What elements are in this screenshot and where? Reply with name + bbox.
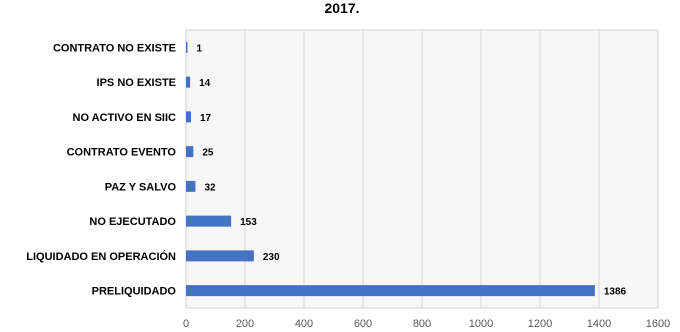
bar [186, 146, 194, 158]
value-label: 230 [263, 252, 280, 263]
x-tick-label: 1000 [469, 318, 493, 330]
x-tick-label: 400 [295, 318, 313, 330]
bar [186, 41, 188, 53]
value-label: 1 [197, 43, 203, 54]
category-label: NO EJECUTADO [89, 216, 176, 228]
value-label: 1386 [604, 287, 627, 298]
value-label: 153 [240, 217, 257, 228]
category-label: IPS NO EXISTE [97, 77, 176, 89]
x-tick-label: 1600 [646, 318, 670, 330]
chart-title: 2017. [324, 0, 359, 16]
value-label: 14 [199, 78, 211, 89]
category-label: CONTRATO EVENTO [67, 147, 177, 159]
bars [186, 41, 595, 297]
category-label: LIQUIDADO EN OPERACIÓN [26, 250, 176, 263]
x-tick-label: 600 [354, 318, 372, 330]
bar [186, 285, 595, 297]
value-label: 25 [202, 148, 214, 159]
bar [186, 76, 191, 88]
x-tick-label: 200 [236, 318, 254, 330]
category-label: CONTRATO NO EXISTE [53, 42, 176, 54]
gridlines [244, 30, 600, 308]
x-axis-ticks: 0 200 400 600 800 1000 1200 1400 1600 [183, 318, 670, 330]
category-label: PAZ Y SALVO [105, 181, 177, 193]
value-labels: 1 14 17 25 32 153 230 1386 [197, 43, 627, 297]
bar [186, 250, 254, 262]
category-label: PRELIQUIDADO [92, 286, 177, 298]
value-label: 32 [204, 182, 216, 193]
category-label: NO ACTIVO EN SIIC [73, 112, 177, 124]
category-labels: CONTRATO NO EXISTE IPS NO EXISTE NO ACTIVO… [26, 42, 176, 297]
bar [186, 111, 192, 123]
x-tick-label: 0 [183, 318, 189, 330]
bar [186, 180, 196, 192]
x-tick-label: 1400 [587, 318, 611, 330]
x-tick-label: 800 [413, 318, 431, 330]
bar [186, 215, 232, 227]
x-tick-label: 1200 [528, 318, 552, 330]
value-label: 17 [200, 113, 212, 124]
